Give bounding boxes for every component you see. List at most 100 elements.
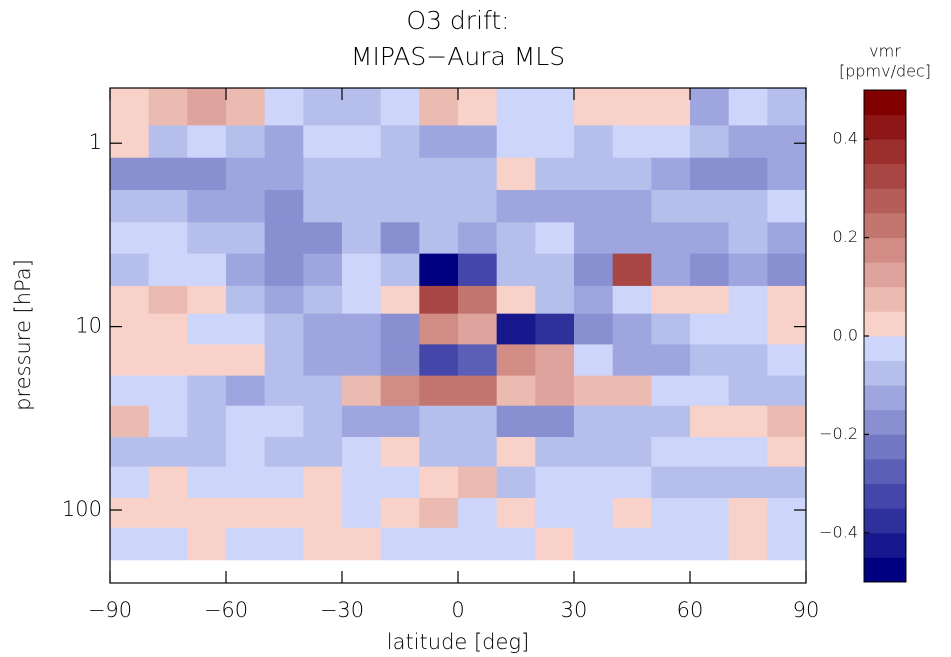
heatmap-cell [612,313,652,345]
heatmap-cell [187,253,227,287]
colorbar-level [864,385,906,411]
heatmap-cell [574,344,614,377]
heatmap-cell [342,125,382,159]
heatmap-cell [148,344,188,377]
heatmap-cell [767,190,807,223]
heatmap-cell [110,498,150,529]
heatmap-cell [574,125,614,159]
heatmap-cell [342,253,382,287]
heatmap-cell [535,344,575,377]
heatmap-cell [612,344,652,377]
heatmap-cell [187,88,227,126]
heatmap-cell [651,88,691,126]
heatmap-cell [419,222,459,255]
colorbar-tick-label: 0.2 [833,227,858,246]
heatmap-cell [187,125,227,159]
heatmap-cell [651,466,691,499]
heatmap-cell [458,157,498,191]
heatmap-cell [728,375,768,407]
heatmap-cell [419,253,459,287]
heatmap-cell [303,285,343,315]
heatmap-cell [303,437,343,468]
heatmap-cell [303,125,343,159]
heatmap-cell [767,344,807,377]
heatmap-cell [380,157,420,191]
heatmap-cell [226,253,266,287]
colorbar-level [864,483,906,509]
heatmap-cell [496,498,536,529]
heatmap-cell [342,285,382,315]
heatmap-cell [651,313,691,345]
heatmap-cell [342,344,382,377]
heatmap-cell [419,466,459,499]
heatmap-cell [574,498,614,529]
heatmap-cell [419,527,459,561]
heatmap-cell [303,466,343,499]
heatmap-cell [187,190,227,223]
heatmap-cell [767,466,807,499]
heatmap-cell [458,437,498,468]
heatmap-cell [690,498,730,529]
heatmap-cell [342,222,382,255]
heatmap-cell [728,88,768,126]
colorbar-tick-label: 0.0 [833,326,858,345]
heatmap-cell [728,125,768,159]
heatmap-cell [264,222,304,255]
heatmap-cell [110,313,150,345]
heatmap-cell [264,253,304,287]
heatmap-cell [767,88,807,126]
colorbar-level [864,213,906,238]
heatmap-cell [767,157,807,191]
heatmap-cell [767,285,807,315]
heatmap-cell [419,375,459,407]
heatmap-cell [458,313,498,345]
heatmap-cell [496,466,536,499]
heatmap-cell [496,437,536,468]
heatmap-cell [419,285,459,315]
heatmap-cell [767,437,807,468]
heatmap-cell [148,253,188,287]
heatmap-cell [187,405,227,438]
heatmap-cell [651,498,691,529]
heatmap-cell [690,222,730,255]
heatmap-cell [574,285,614,315]
heatmap-cell [458,527,498,561]
heatmap-cell [496,344,536,377]
heatmap-cell [419,313,459,345]
heatmap-cell [728,527,768,561]
heatmap-cell [651,285,691,315]
heatmap-cell [419,437,459,468]
heatmap-cell [651,157,691,191]
heatmap-cell [148,88,188,126]
heatmap-cell [342,466,382,499]
heatmap-cell [342,313,382,345]
heatmap-cell [574,313,614,345]
colorbar-level [864,336,906,361]
heatmap-cell [651,222,691,255]
heatmap-cell [496,190,536,223]
heatmap-cell [110,125,150,159]
heatmap-cell [110,466,150,499]
heatmap-cell [380,405,420,438]
heatmap-cell [264,437,304,468]
x-axis-label: latitude [deg] [387,630,529,654]
y-tick-label: 1 [89,130,102,154]
heatmap-cell [690,157,730,191]
heatmap-cell [458,285,498,315]
heatmap-cell [458,253,498,287]
heatmap-cell [728,498,768,529]
colorbar-level [864,262,906,288]
heatmap-cell [612,375,652,407]
heatmap-cell [148,437,188,468]
heatmap-cell [728,190,768,223]
heatmap-cell [110,222,150,255]
heatmap-cell [187,285,227,315]
heatmap-cell [728,437,768,468]
heatmap-cell [148,466,188,499]
colorbar-level [864,508,906,534]
heatmap-cell [110,190,150,223]
heatmap-cell [496,375,536,407]
heatmap-cell [264,405,304,438]
colorbar-level [864,459,906,484]
